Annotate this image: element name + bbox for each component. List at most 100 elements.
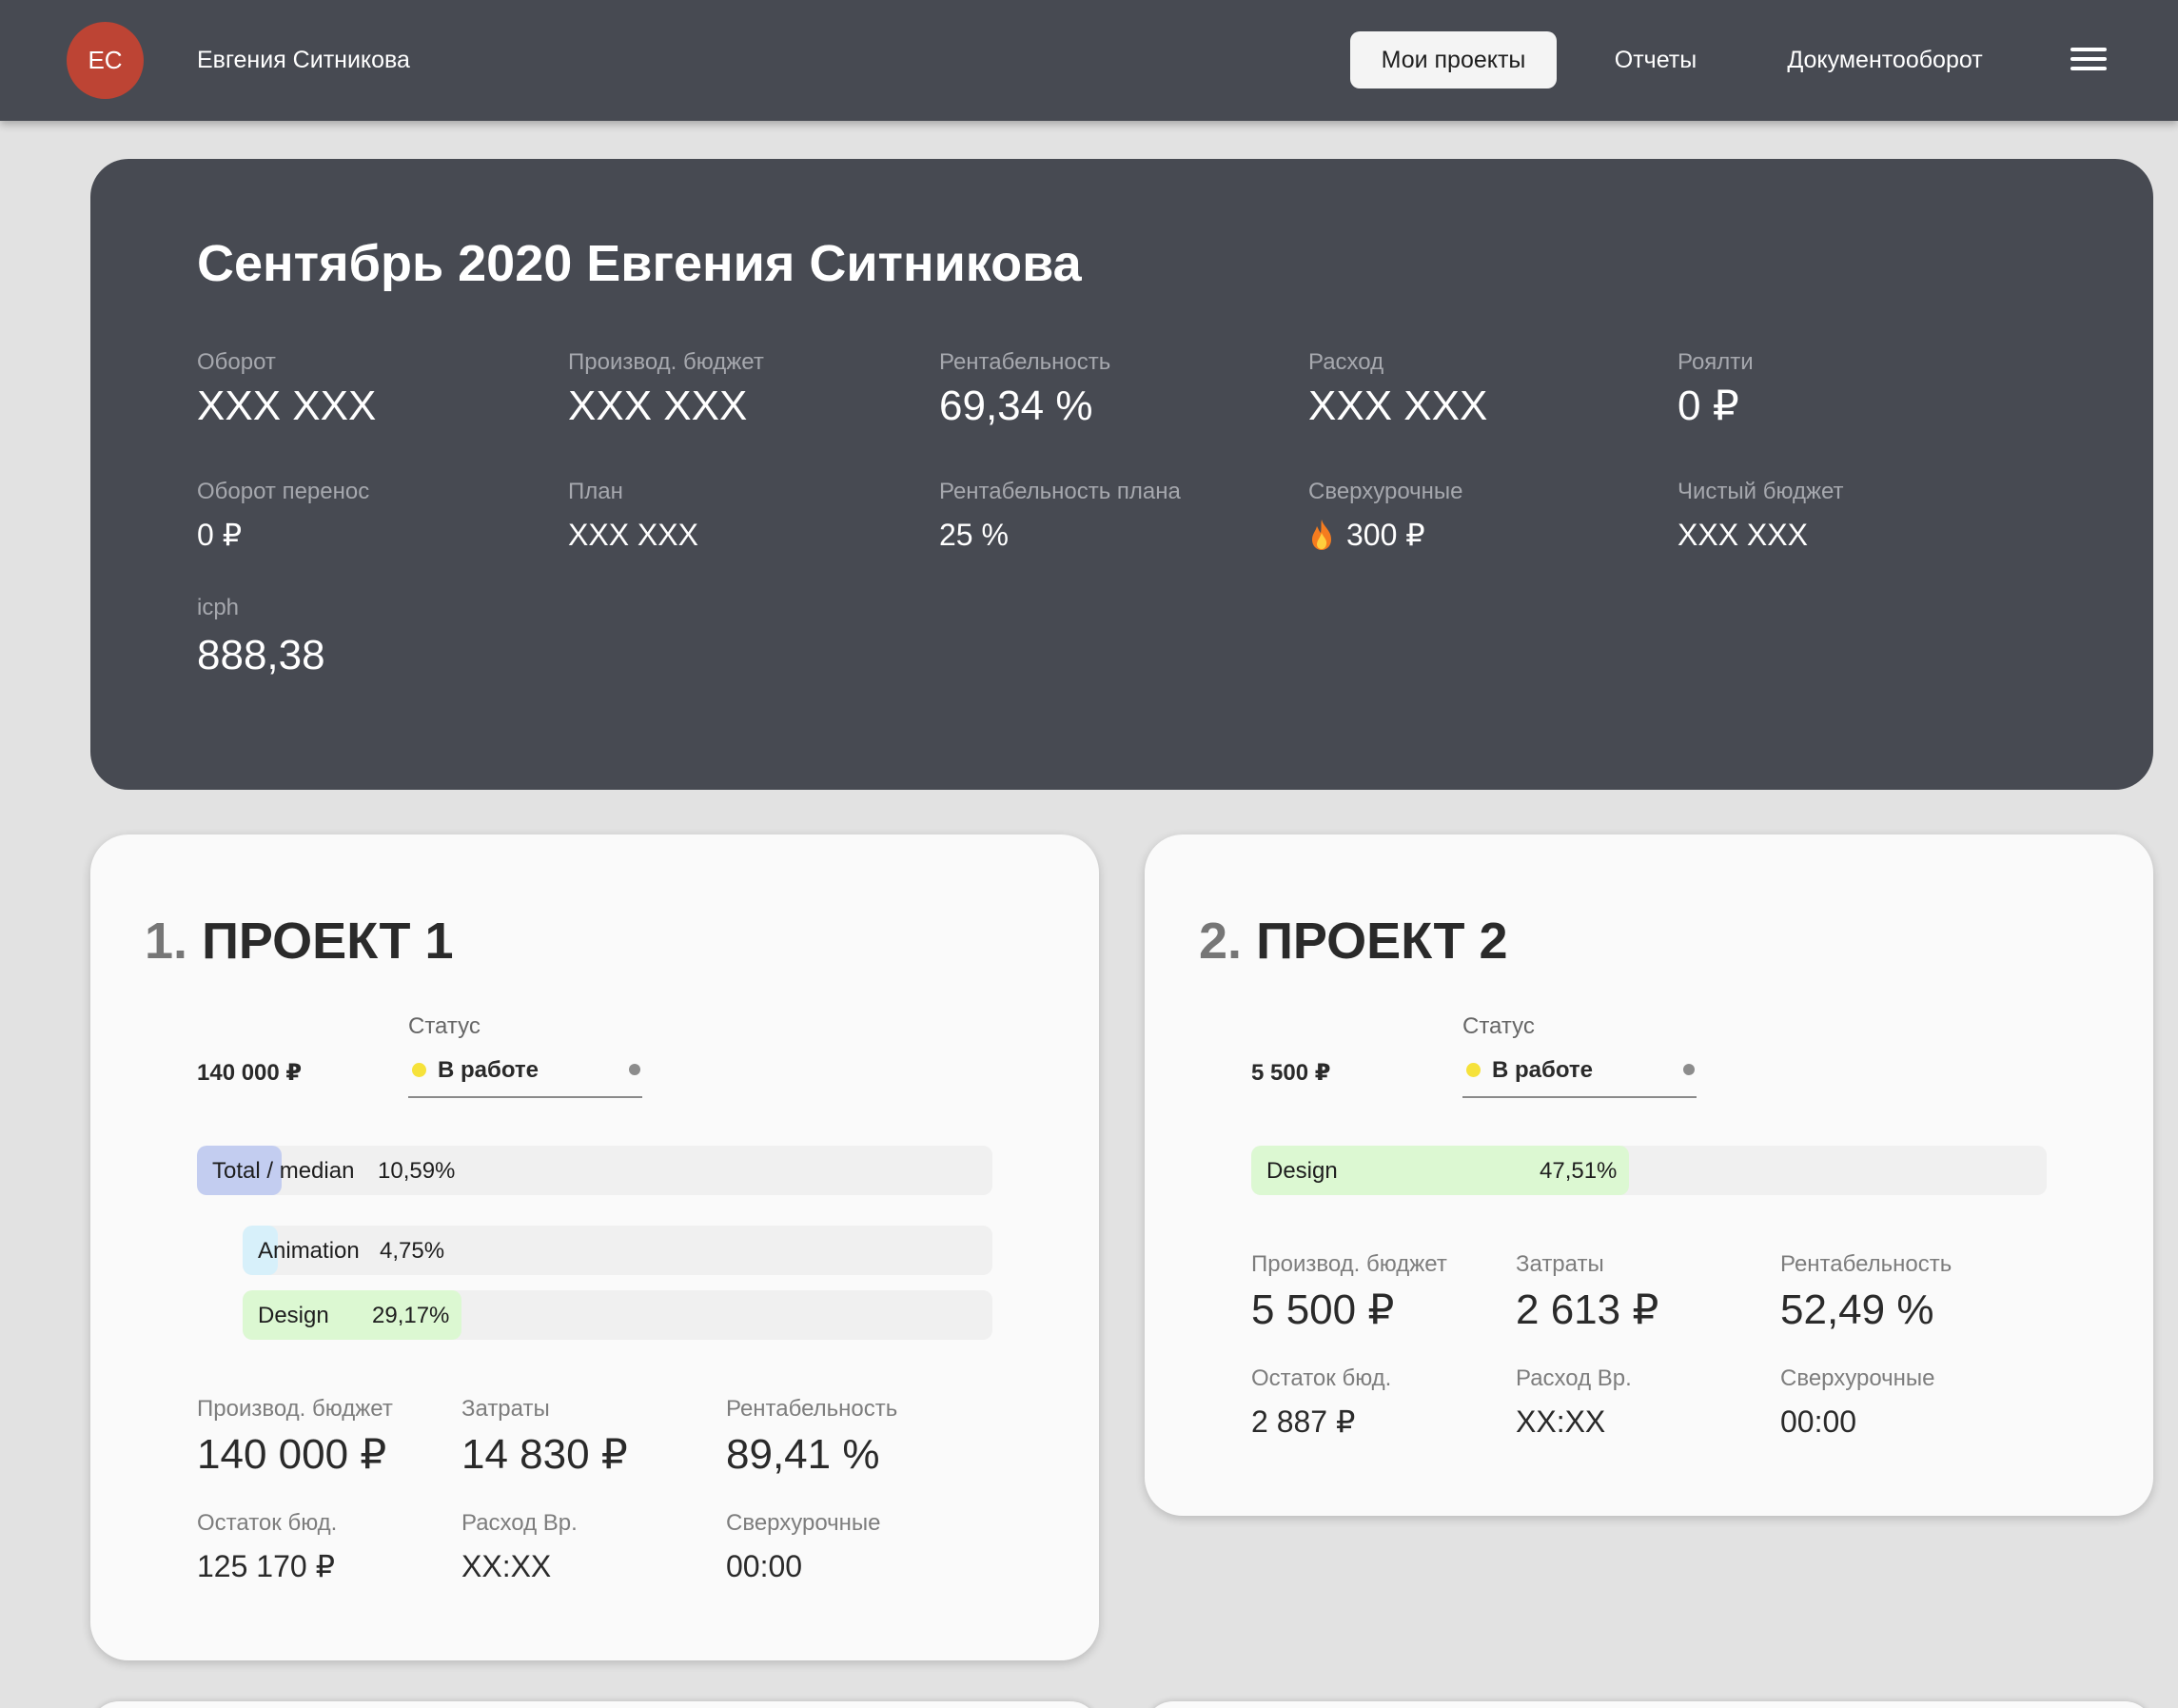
stat-value: 2 613 ₽ — [1516, 1286, 1659, 1333]
project-card-next — [1145, 1701, 2153, 1708]
stat-value: 125 170 ₽ — [197, 1549, 335, 1583]
project-card[interactable]: 1. ПРОЕКТ 1 140 000 ₽ Статус В работе To… — [90, 834, 1099, 1660]
stat-budget-remaining: Остаток бюд. 125 170 ₽ — [197, 1509, 337, 1585]
stat-costs: Затраты 2 613 ₽ — [1516, 1250, 1658, 1336]
progress-bar-design: Design 47,51% — [1251, 1146, 2047, 1195]
stat-time-spent: Расход Вр. XX:XX — [461, 1509, 578, 1585]
avatar[interactable]: ЕС — [67, 22, 144, 99]
status-dot-icon — [412, 1063, 426, 1077]
metric-production-budget: Производ. бюджет XXX XXX — [568, 348, 764, 432]
progress-bar-total-median: Total / median 10,59% — [197, 1146, 992, 1195]
metric-plan: План XXX XXX — [568, 478, 698, 554]
metric-value: 69,34 % — [939, 383, 1093, 429]
metric-royalty: Роялти 0 ₽ — [1678, 348, 1754, 432]
project-card-next — [90, 1701, 1099, 1708]
stat-production-budget: Производ. бюджет 140 000 ₽ — [197, 1395, 393, 1481]
stat-value: 140 000 ₽ — [197, 1431, 387, 1478]
metric-value: XXX XXX — [568, 383, 748, 429]
metric-label: Сверхурочные — [1308, 479, 1463, 504]
progress-fill — [243, 1226, 279, 1275]
nav-my-projects[interactable]: Мои проекты — [1350, 31, 1557, 88]
overtime-value-text: 300 ₽ — [1346, 518, 1425, 552]
stat-label: Рентабельность — [726, 1396, 898, 1422]
stat-production-budget: Производ. бюджет 5 500 ₽ — [1251, 1250, 1447, 1336]
status-dropdown[interactable]: В работе — [1462, 1046, 1697, 1098]
bar-percent: 4,75% — [380, 1238, 445, 1264]
metric-label: Роялти — [1678, 349, 1754, 375]
bar-percent: 47,51% — [1540, 1158, 1618, 1184]
bar-label: Design — [258, 1303, 329, 1328]
metric-icph: icph 888,38 — [197, 594, 325, 681]
status-value: В работе — [438, 1057, 539, 1083]
stat-label: Производ. бюджет — [197, 1396, 393, 1422]
stat-costs: Затраты 14 830 ₽ — [461, 1395, 628, 1481]
project-budget: 5 500 ₽ — [1251, 1060, 1331, 1086]
metric-value: 0 ₽ — [197, 518, 243, 552]
metric-label: Чистый бюджет — [1678, 479, 1844, 504]
stat-label: Затраты — [1516, 1251, 1604, 1277]
project-card[interactable]: 2. ПРОЕКТ 2 5 500 ₽ Статус В работе Desi… — [1145, 834, 2153, 1516]
stat-overtime: Сверхурочные 00:00 — [1780, 1364, 1935, 1441]
nav-document-flow[interactable]: Документооборот — [1787, 46, 1983, 73]
status-dot-icon — [1466, 1063, 1481, 1077]
metric-label: Рентабельность — [939, 349, 1111, 375]
stat-label: Остаток бюд. — [1251, 1365, 1392, 1391]
progress-bar-design: Design 29,17% — [243, 1290, 992, 1340]
metric-value: XXX XXX — [1308, 383, 1488, 429]
stat-label: Сверхурочные — [726, 1510, 881, 1536]
status-label: Статус — [408, 1013, 481, 1039]
stat-label: Рентабельность — [1780, 1251, 1952, 1277]
bar-label: Design — [1266, 1158, 1338, 1184]
nav-reports[interactable]: Отчеты — [1614, 46, 1697, 73]
dropdown-knob-icon — [629, 1064, 640, 1075]
metric-profitability: Рентабельность 69,34 % — [939, 348, 1110, 432]
metric-value: XXX XXX — [197, 383, 377, 429]
stat-value: XX:XX — [1516, 1404, 1606, 1439]
project-number: 1. — [145, 913, 188, 970]
stat-value: 00:00 — [726, 1549, 803, 1583]
stat-value: 52,49 % — [1780, 1286, 1934, 1333]
metric-value: 0 ₽ — [1678, 383, 1739, 429]
metric-label: План — [568, 479, 623, 504]
status-dropdown[interactable]: В работе — [408, 1046, 642, 1098]
metric-label: Оборот — [197, 349, 276, 375]
stat-value: 89,41 % — [726, 1431, 880, 1478]
metric-value: 888,38 — [197, 632, 325, 678]
metric-label: Оборот перенос — [197, 479, 370, 504]
month-summary-panel: Сентябрь 2020 Евгения Ситникова Оборот X… — [90, 159, 2153, 790]
stat-label: Расход Вр. — [461, 1510, 578, 1536]
project-number: 2. — [1199, 913, 1243, 970]
project-title: 2. ПРОЕКТ 2 — [1199, 911, 1508, 972]
user-name: Евгения Ситникова — [197, 47, 410, 73]
stat-time-spent: Расход Вр. XX:XX — [1516, 1364, 1632, 1441]
hamburger-menu-icon[interactable] — [2070, 45, 2107, 73]
stat-profitability: Рентабельность 52,49 % — [1780, 1250, 1952, 1336]
stat-overtime: Сверхурочные 00:00 — [726, 1509, 881, 1585]
stat-label: Производ. бюджет — [1251, 1251, 1447, 1277]
bar-percent: 10,59% — [378, 1158, 456, 1184]
stat-profitability: Рентабельность 89,41 % — [726, 1395, 897, 1481]
status-value: В работе — [1492, 1057, 1593, 1083]
project-budget: 140 000 ₽ — [197, 1060, 303, 1086]
metric-label: icph — [197, 595, 240, 620]
summary-title: Сентябрь 2020 Евгения Ситникова — [197, 235, 1082, 292]
metric-label: Расход — [1308, 349, 1384, 375]
progress-fill — [243, 1290, 461, 1340]
progress-fill — [1251, 1146, 1630, 1195]
top-navigation-bar: ЕС Евгения Ситникова Мои проекты Отчеты … — [0, 0, 2178, 121]
metric-turnover: Оборот XXX XXX — [197, 348, 376, 432]
metric-net-budget: Чистый бюджет XXX XXX — [1678, 478, 1844, 554]
stat-value: 2 887 ₽ — [1251, 1404, 1356, 1439]
project-name: ПРОЕКТ 1 — [202, 913, 454, 970]
metric-expense: Расход XXX XXX — [1308, 348, 1487, 432]
fire-icon — [1312, 520, 1331, 550]
stat-value: XX:XX — [461, 1549, 552, 1583]
project-name: ПРОЕКТ 2 — [1256, 913, 1508, 970]
metric-label: Производ. бюджет — [568, 349, 764, 375]
stat-value: 00:00 — [1780, 1404, 1857, 1439]
metric-overtime: Сверхурочные 300 ₽ — [1308, 478, 1463, 554]
metric-label: Рентабельность плана — [939, 479, 1181, 504]
progress-fill — [197, 1146, 282, 1195]
progress-bar-animation: Animation 4,75% — [243, 1226, 992, 1275]
dropdown-knob-icon — [1683, 1064, 1695, 1075]
